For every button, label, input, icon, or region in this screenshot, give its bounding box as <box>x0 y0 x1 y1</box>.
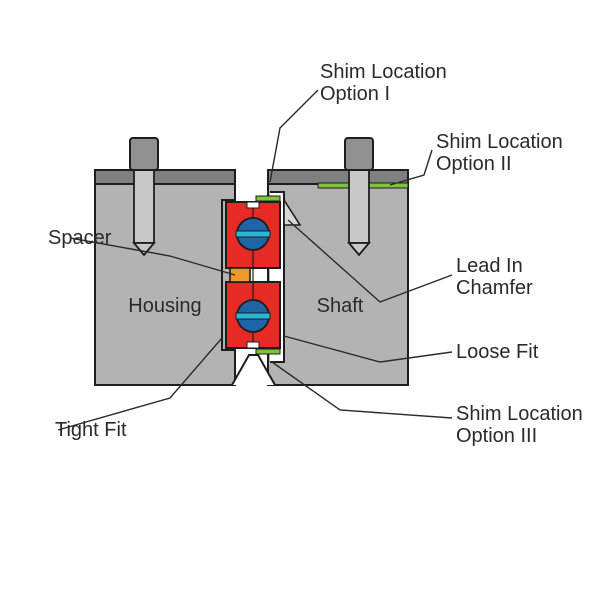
bearing-assembly-diagram: Housing Shaft Shim Location Option I Shi… <box>0 0 600 600</box>
upper-ball <box>236 218 270 250</box>
label-shim1-line2: Option I <box>320 83 390 105</box>
shim-option-3 <box>256 349 280 354</box>
housing-label: Housing <box>128 295 201 317</box>
label-chamfer-line2: Chamfer <box>456 277 533 299</box>
label-shim2-line2: Option II <box>436 153 512 175</box>
label-shim1-line1: Shim Location <box>320 61 447 83</box>
housing-block <box>95 170 235 385</box>
label-shim2-line1: Shim Location <box>436 131 563 153</box>
shim-option-1 <box>256 196 280 201</box>
right-bolt <box>345 138 373 255</box>
label-tight-fit: Tight Fit <box>55 419 127 441</box>
label-shim3-line2: Option III <box>456 425 537 447</box>
lower-ball <box>236 300 270 332</box>
left-bolt <box>130 138 158 255</box>
leader-shim1 <box>270 90 318 182</box>
label-spacer: Spacer <box>48 227 112 249</box>
label-chamfer-line1: Lead In <box>456 255 523 277</box>
label-shim3-line1: Shim Location <box>456 403 583 425</box>
label-loose-fit: Loose Fit <box>456 341 539 363</box>
shaft-label: Shaft <box>317 295 364 317</box>
shaft-block <box>268 170 408 385</box>
